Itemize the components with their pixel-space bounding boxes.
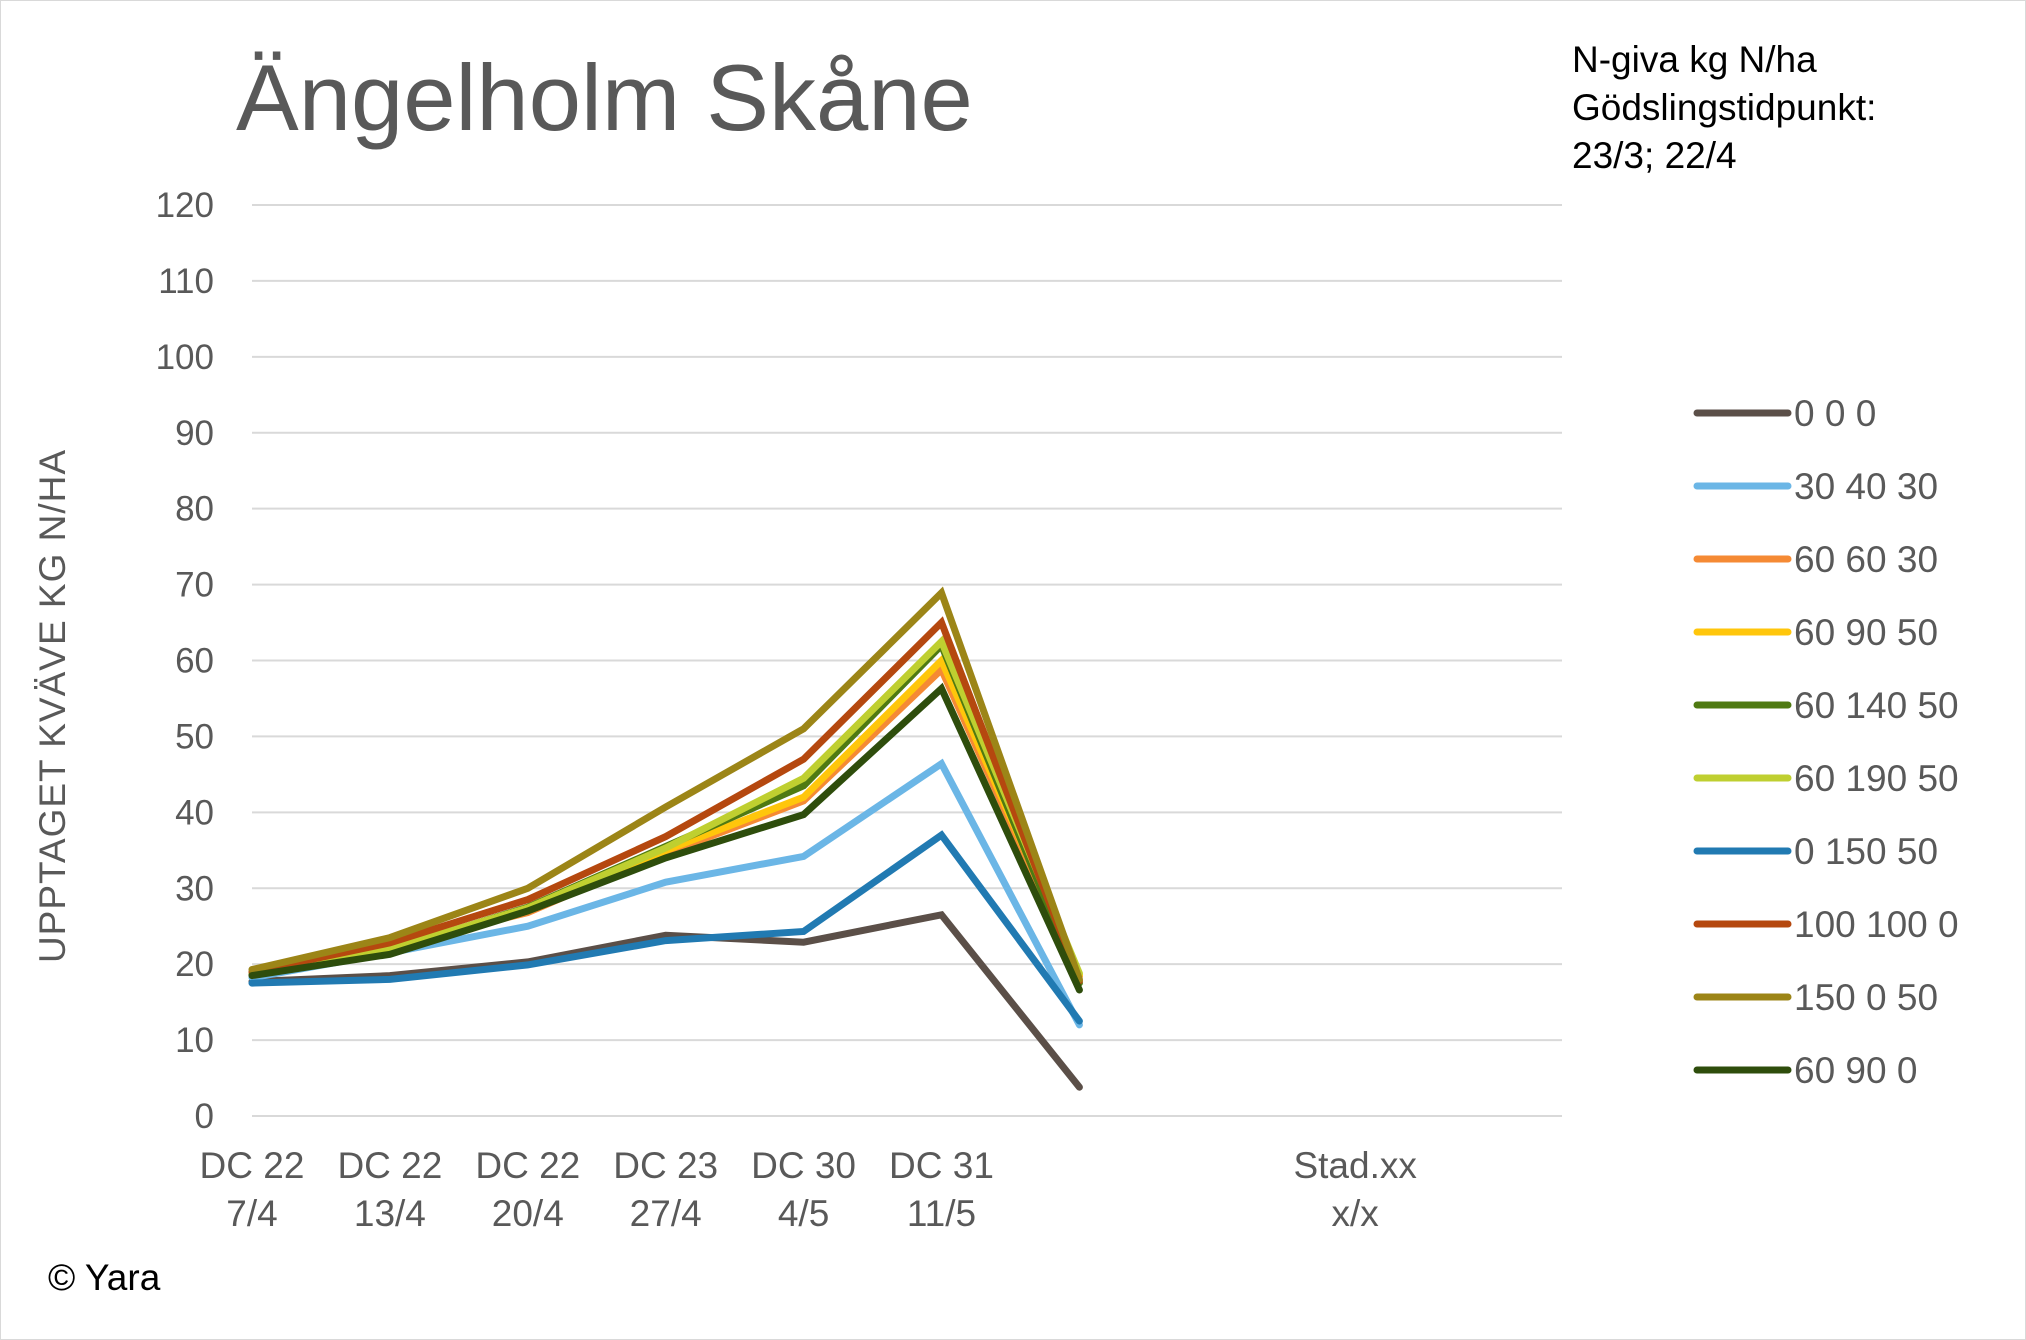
legend-label: 60 190 50 [1794,758,1959,799]
legend-label: 60 90 0 [1794,1050,1917,1091]
x-tick-label: DC 22 [475,1145,580,1186]
legend-label: 60 90 50 [1794,612,1938,653]
y-tick-label: 100 [156,338,214,377]
y-tick-label: 90 [175,414,214,453]
subtitle-line: 23/3; 22/4 [1572,135,1737,176]
x-tick-label: 20/4 [492,1193,564,1234]
y-tick-label: 110 [158,262,214,301]
chart-subtitle: N-giva kg N/ha Gödslingstidpunkt: 23/3; … [1572,39,1876,176]
y-tick-label: 0 [195,1097,214,1136]
x-axis-ticks: DC 22 7/4 DC 22 13/4 DC 22 20/4 DC 23 27/4 DC 30… [200,1145,1418,1234]
y-tick-label: 50 [175,717,214,756]
legend-label: 0 0 0 [1794,393,1876,434]
x-tick-label: x/x [1332,1193,1380,1234]
y-tick-label: 20 [175,945,214,984]
series-line [248,758,1083,1029]
x-tick-label: 11/5 [907,1193,976,1234]
x-tick-label: DC 22 [337,1145,442,1186]
series-line [248,910,1083,1091]
y-tick-label: 60 [175,642,214,681]
y-tick-label: 80 [175,490,214,529]
y-axis-ticks: 0 10 20 30 40 50 60 70 80 90 100 110 120 [156,186,214,1136]
copyright-text: © Yara [48,1257,161,1298]
legend: 0 0 0 30 40 30 60 60 30 60 90 50 60 140 50 60… [1693,393,1959,1091]
x-tick-label: 7/4 [226,1193,277,1234]
series-line [248,635,1083,977]
series-line [248,616,1083,985]
legend-label: 60 60 30 [1794,539,1938,580]
gridlines [252,204,1562,1117]
y-axis-label: UPPTAGET KVÄVE KG N/HA [32,449,73,963]
legend-label: 150 0 50 [1794,977,1938,1018]
legend-label: 60 140 50 [1794,685,1959,726]
x-tick-label: 27/4 [630,1193,702,1234]
subtitle-line: N-giva kg N/ha [1572,39,1817,80]
y-tick-label: 70 [175,566,214,605]
subtitle-line: Gödslingstidpunkt: [1572,87,1876,128]
y-tick-label: 30 [175,869,214,908]
chart-title: Ängelholm Skåne [236,45,973,150]
x-tick-label: DC 30 [751,1145,856,1186]
y-tick-label: 10 [175,1021,214,1060]
series-line [248,682,1083,994]
y-tick-label: 120 [156,186,214,225]
x-tick-label: DC 22 [200,1145,305,1186]
series-lines [248,586,1083,1091]
legend-label: 0 150 50 [1794,831,1938,872]
x-tick-label: DC 31 [889,1145,994,1186]
legend-label: 30 40 30 [1794,466,1938,507]
x-tick-label: 13/4 [354,1193,426,1234]
series-line [248,830,1083,1025]
legend-label: 100 100 0 [1794,904,1959,945]
x-tick-label: DC 23 [613,1145,718,1186]
x-tick-label: 4/5 [778,1193,829,1234]
x-tick-label: Stad.xx [1293,1145,1417,1186]
y-tick-label: 40 [175,793,214,832]
series-line [248,586,1083,983]
